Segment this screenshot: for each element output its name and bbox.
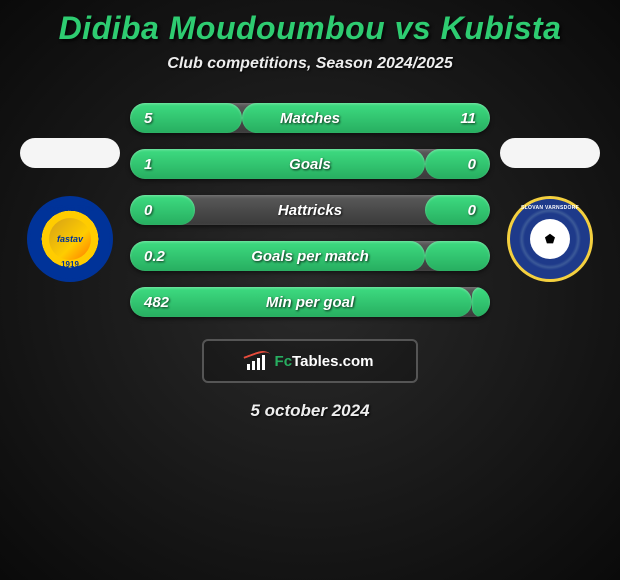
club-logo-right[interactable]: SLOVAN VARNSDORF bbox=[507, 196, 593, 282]
attribution-text: FcTables.com bbox=[275, 353, 374, 370]
stat-bar: 482 Min per goal bbox=[130, 287, 490, 317]
club-logo-right-ball-icon bbox=[530, 219, 570, 259]
right-player-column: SLOVAN VARNSDORF bbox=[490, 138, 610, 282]
stat-label: Min per goal bbox=[266, 294, 354, 311]
stat-fill-right bbox=[425, 195, 490, 225]
stat-fill-left bbox=[130, 195, 195, 225]
stat-bar: 1 0 Goals bbox=[130, 149, 490, 179]
stat-fill-right bbox=[425, 149, 490, 179]
snapshot-date: 5 october 2024 bbox=[0, 401, 620, 421]
stat-value-left: 0.2 bbox=[144, 248, 165, 265]
stat-fill-right bbox=[242, 103, 490, 133]
club-logo-left-ring-text: FOOTBALL CLUB bbox=[47, 207, 94, 213]
stat-fill-right bbox=[472, 287, 490, 317]
club-logo-left-center: fastav bbox=[49, 218, 91, 260]
stat-value-left: 5 bbox=[144, 110, 152, 127]
attribution-badge[interactable]: FcTables.com bbox=[202, 339, 418, 383]
club-logo-left[interactable]: FOOTBALL CLUB fastav 1919 bbox=[27, 196, 113, 282]
stats-column: 5 11 Matches 1 0 Goals 0 0 Hattricks 0.2 Goals per… bbox=[130, 103, 490, 317]
stat-value-right: 0 bbox=[468, 202, 476, 219]
page-subtitle: Club competitions, Season 2024/2025 bbox=[0, 55, 620, 73]
club-logo-right-ring-text: SLOVAN VARNSDORF bbox=[521, 205, 579, 211]
stat-fill-left bbox=[130, 149, 425, 179]
main-row: FOOTBALL CLUB fastav 1919 5 11 Matches 1 0 Go… bbox=[0, 103, 620, 317]
left-player-column: FOOTBALL CLUB fastav 1919 bbox=[10, 138, 130, 282]
stat-value-right: 0 bbox=[468, 156, 476, 173]
stat-bar: 5 11 Matches bbox=[130, 103, 490, 133]
attribution-prefix: Fc bbox=[275, 353, 293, 370]
stat-fill-right bbox=[425, 241, 490, 271]
comparison-card: Didiba Moudoumbou vs Kubista Club compet… bbox=[0, 0, 620, 421]
club-logo-left-year: 1919 bbox=[61, 260, 79, 269]
chart-icon bbox=[247, 352, 269, 370]
page-title: Didiba Moudoumbou vs Kubista bbox=[0, 10, 620, 47]
stat-label: Goals per match bbox=[251, 248, 369, 265]
stat-bar: 0.2 Goals per match bbox=[130, 241, 490, 271]
attribution-suffix: Tables.com bbox=[292, 353, 373, 370]
player-photo-left bbox=[20, 138, 120, 168]
stat-value-left: 1 bbox=[144, 156, 152, 173]
stat-bar: 0 0 Hattricks bbox=[130, 195, 490, 225]
stat-value-right: 11 bbox=[460, 110, 476, 127]
stat-label: Matches bbox=[280, 110, 340, 127]
stat-value-left: 0 bbox=[144, 202, 152, 219]
stat-value-left: 482 bbox=[144, 294, 169, 311]
player-photo-right bbox=[500, 138, 600, 168]
stat-label: Hattricks bbox=[278, 202, 342, 219]
stat-label: Goals bbox=[289, 156, 331, 173]
